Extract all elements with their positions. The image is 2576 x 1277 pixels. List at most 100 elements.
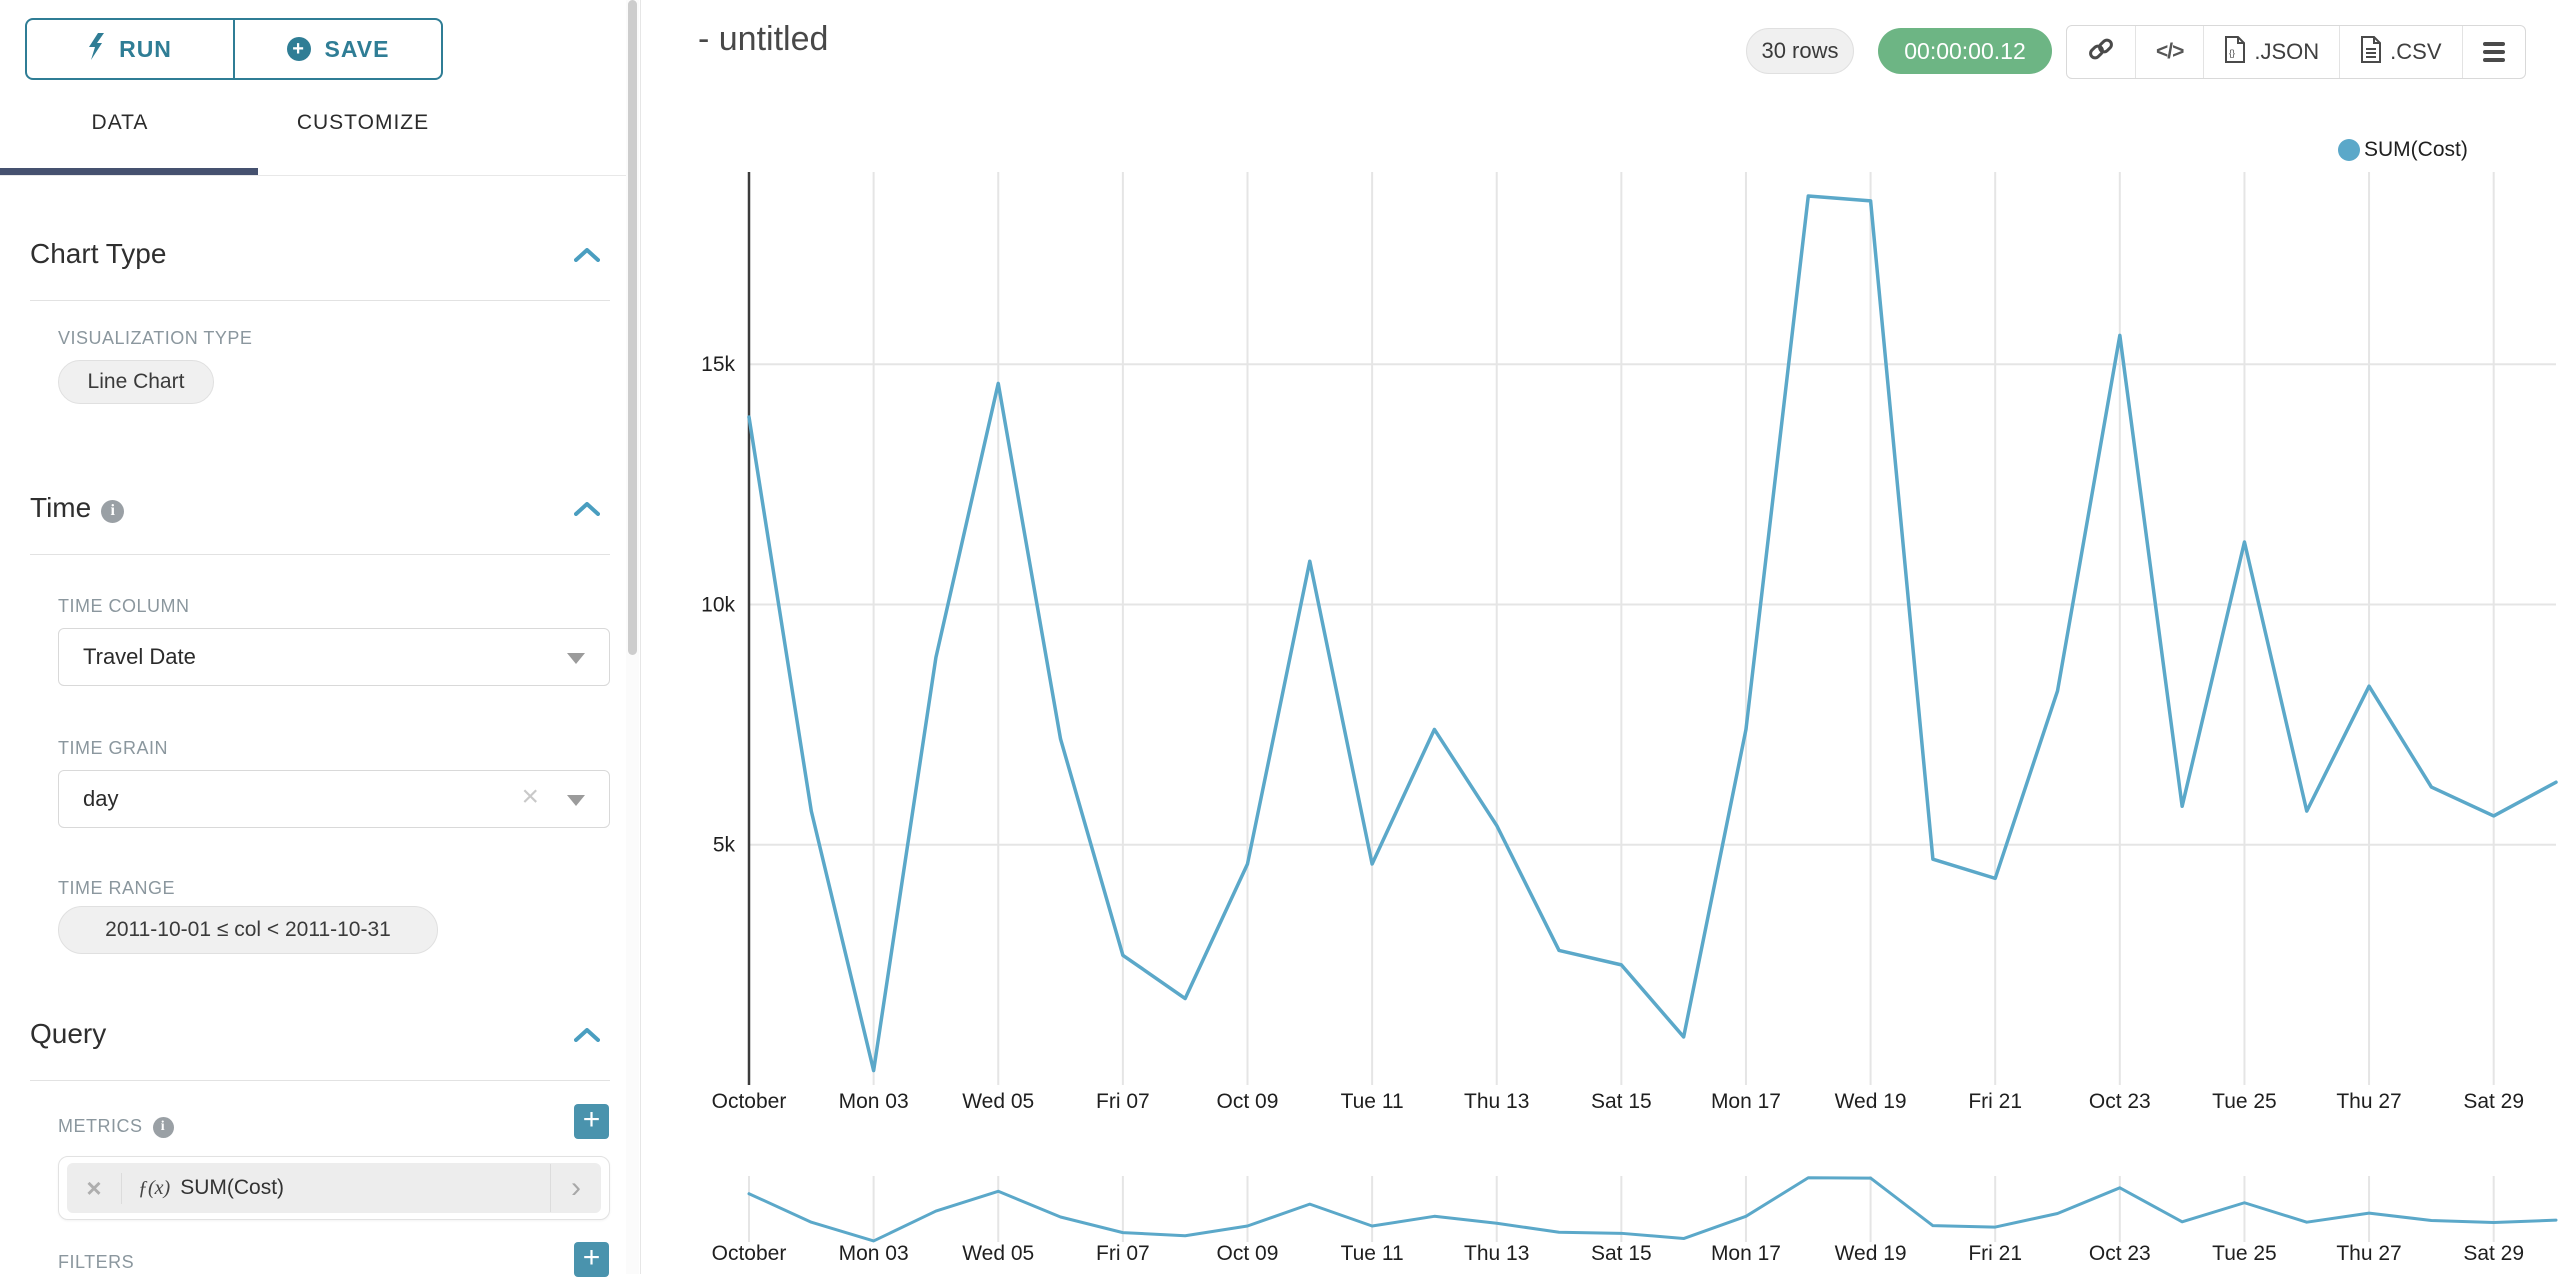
json-file-icon: {} xyxy=(2224,35,2246,69)
svg-text:Thu 27: Thu 27 xyxy=(2336,1090,2401,1113)
svg-text:5k: 5k xyxy=(713,834,736,857)
tab-customize-label: CUSTOMIZE xyxy=(296,111,430,134)
time-range-label: TIME RANGE xyxy=(58,878,176,898)
svg-text:Thu 27: Thu 27 xyxy=(2336,1242,2401,1265)
chart-menu-button[interactable] xyxy=(2461,26,2525,78)
svg-text:Oct 23: Oct 23 xyxy=(2089,1090,2151,1113)
svg-text:Mon 03: Mon 03 xyxy=(839,1242,909,1265)
run-button[interactable]: RUN xyxy=(27,20,235,78)
viz-type-value: Line Chart xyxy=(87,370,185,393)
view-query-button[interactable]: </> xyxy=(2135,26,2203,78)
svg-text:Thu 13: Thu 13 xyxy=(1464,1090,1529,1113)
svg-text:Mon 17: Mon 17 xyxy=(1711,1242,1781,1265)
save-button-label: SAVE xyxy=(324,35,390,62)
time-column-value: Travel Date xyxy=(83,644,196,669)
clear-icon[interactable]: × xyxy=(521,780,539,813)
chart-type-section-title: Chart Type xyxy=(30,238,167,269)
time-section-title-text: Time xyxy=(30,492,92,523)
svg-text:Tue 11: Tue 11 xyxy=(1341,1242,1404,1265)
svg-text:Fri 07: Fri 07 xyxy=(1096,1242,1150,1265)
save-button[interactable]: + SAVE xyxy=(235,20,441,78)
query-timer-text: 00:00:00.12 xyxy=(1904,37,2026,64)
chart-legend[interactable]: SUM(Cost) xyxy=(2338,138,2468,162)
svg-text:Fri 21: Fri 21 xyxy=(1968,1090,2022,1113)
svg-text:Wed 19: Wed 19 xyxy=(1835,1090,1907,1113)
lightning-bolt-icon xyxy=(88,32,105,66)
info-icon[interactable]: i xyxy=(152,1116,174,1138)
svg-text:October: October xyxy=(712,1242,787,1265)
svg-text:Tue 25: Tue 25 xyxy=(2212,1090,2277,1113)
query-section-title: Query xyxy=(30,1018,107,1049)
remove-metric-icon[interactable]: × xyxy=(67,1172,122,1204)
function-icon: ƒ(x) xyxy=(138,1176,171,1199)
svg-text:Sat 15: Sat 15 xyxy=(1591,1242,1652,1265)
svg-text:Fri 07: Fri 07 xyxy=(1096,1090,1150,1113)
time-range-value: 2011-10-01 ≤ col < 2011-10-31 xyxy=(105,918,391,941)
svg-text:Oct 09: Oct 09 xyxy=(1217,1090,1279,1113)
query-timer-badge: 00:00:00.12 xyxy=(1878,28,2052,74)
caret-down-icon xyxy=(567,795,585,806)
time-range-pill[interactable]: 2011-10-01 ≤ col < 2011-10-31 xyxy=(58,906,438,954)
run-button-label: RUN xyxy=(119,35,172,62)
export-csv-button[interactable]: .CSV xyxy=(2339,26,2461,78)
json-label: .JSON xyxy=(2254,39,2320,64)
control-panel: RUN + SAVE DATA CUSTOMIZE Chart Type VIS… xyxy=(0,0,641,1277)
viz-type-pill[interactable]: Line Chart xyxy=(58,360,214,404)
svg-text:October: October xyxy=(712,1090,787,1113)
chevron-up-icon[interactable] xyxy=(574,1028,600,1047)
csv-file-icon xyxy=(2360,35,2382,69)
metrics-label-text: METRICS xyxy=(58,1116,143,1136)
metrics-label: METRICS i xyxy=(58,1116,174,1138)
svg-text:Oct 23: Oct 23 xyxy=(2089,1242,2151,1265)
svg-text:Mon 17: Mon 17 xyxy=(1711,1090,1781,1113)
time-grain-select[interactable]: day × xyxy=(58,770,610,828)
metric-name: SUM(Cost) xyxy=(180,1176,285,1199)
run-save-button-group: RUN + SAVE xyxy=(25,18,443,80)
time-grain-value: day xyxy=(83,786,119,811)
section-divider xyxy=(30,300,610,301)
svg-text:Sat 15: Sat 15 xyxy=(1591,1090,1652,1113)
add-metric-button[interactable]: + xyxy=(574,1104,609,1139)
chart-title[interactable]: - untitled xyxy=(698,20,829,58)
svg-text:Tue 25: Tue 25 xyxy=(2212,1242,2277,1265)
info-icon[interactable]: i xyxy=(101,499,125,523)
section-divider xyxy=(30,1080,610,1081)
time-section-title: Time i xyxy=(30,492,125,524)
tab-data-label: DATA xyxy=(91,111,149,134)
section-divider xyxy=(30,554,610,555)
caret-down-icon xyxy=(567,653,585,664)
tab-customize[interactable]: CUSTOMIZE xyxy=(268,102,458,144)
svg-text:10k: 10k xyxy=(701,593,735,616)
legend-series-label: SUM(Cost) xyxy=(2364,138,2468,161)
filters-label: FILTERS xyxy=(58,1252,135,1272)
time-column-select[interactable]: Travel Date xyxy=(58,628,610,686)
share-link-button[interactable] xyxy=(2067,26,2135,78)
chevron-up-icon[interactable] xyxy=(574,502,600,521)
svg-text:Tue 11: Tue 11 xyxy=(1341,1090,1404,1113)
svg-text:Oct 09: Oct 09 xyxy=(1217,1242,1279,1265)
metric-pill[interactable]: × ƒ(x) SUM(Cost) › xyxy=(67,1163,601,1213)
chevron-right-icon[interactable]: › xyxy=(550,1164,601,1212)
tab-data[interactable]: DATA xyxy=(30,102,210,144)
add-filter-button[interactable]: + xyxy=(574,1242,609,1277)
panel-scrollbar-thumb[interactable] xyxy=(628,0,637,655)
link-icon xyxy=(2087,35,2115,69)
export-json-button[interactable]: {} .JSON xyxy=(2203,26,2339,78)
csv-label: .CSV xyxy=(2390,39,2442,64)
row-count-text: 30 rows xyxy=(1761,38,1839,63)
svg-text:{}: {} xyxy=(2229,48,2235,58)
chevron-up-icon[interactable] xyxy=(574,248,600,267)
svg-text:Mon 03: Mon 03 xyxy=(839,1090,909,1113)
svg-text:Sat 29: Sat 29 xyxy=(2463,1090,2524,1113)
svg-text:Fri 21: Fri 21 xyxy=(1968,1242,2022,1265)
line-chart[interactable]: October October Mon 03 Mon 03 Wed 05 Wed 05 Fr… xyxy=(640,0,2576,1274)
svg-text:Sat 29: Sat 29 xyxy=(2463,1242,2524,1265)
svg-text:Wed 19: Wed 19 xyxy=(1835,1242,1907,1265)
viz-type-label: VISUALIZATION TYPE xyxy=(58,328,253,348)
code-icon: </> xyxy=(2156,40,2184,63)
svg-text:Wed 05: Wed 05 xyxy=(962,1090,1034,1113)
tabs-bottom-border xyxy=(0,175,626,176)
time-grain-label: TIME GRAIN xyxy=(58,738,169,758)
legend-series-dot xyxy=(2338,139,2360,161)
export-button-group: </> {} .JSON .CSV xyxy=(2066,25,2526,79)
